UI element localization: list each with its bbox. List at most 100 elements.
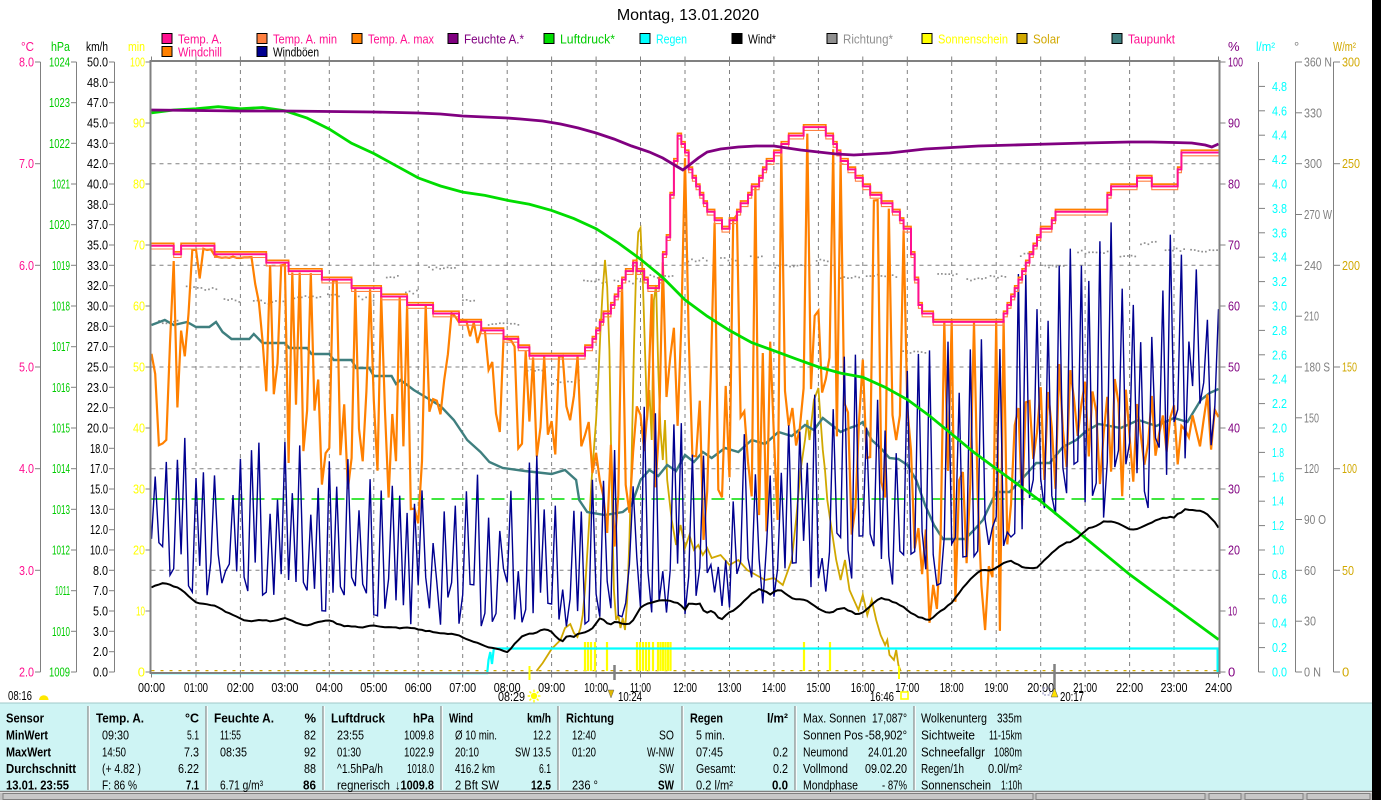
svg-text:Luftdruck: Luftdruck [331, 711, 386, 726]
svg-text:47.0: 47.0 [87, 95, 108, 110]
svg-text:1010: 1010 [52, 624, 70, 639]
svg-text:%: % [304, 711, 316, 726]
svg-text:4.0: 4.0 [1272, 177, 1287, 192]
svg-text:300: 300 [1304, 156, 1322, 171]
svg-text:km/h: km/h [527, 711, 551, 726]
svg-text:100: 100 [1342, 461, 1357, 476]
svg-text:210: 210 [1304, 309, 1319, 324]
svg-text:10: 10 [136, 604, 145, 619]
svg-text:100: 100 [130, 55, 145, 70]
svg-text:120: 120 [1304, 461, 1319, 476]
svg-text:0.0: 0.0 [1272, 665, 1287, 680]
svg-text:50: 50 [1342, 563, 1354, 578]
svg-text:100: 100 [1228, 55, 1243, 70]
svg-text:°C: °C [21, 39, 34, 54]
svg-text:01:00: 01:00 [184, 680, 208, 695]
svg-text:Sonnenschein: Sonnenschein [921, 778, 991, 793]
svg-text:Wolkenunterg: Wolkenunterg [921, 711, 987, 726]
svg-text:150: 150 [1342, 360, 1357, 375]
svg-text:2.6: 2.6 [1272, 347, 1287, 362]
svg-text:3.0: 3.0 [19, 563, 34, 578]
svg-text:2.0: 2.0 [1272, 421, 1287, 436]
svg-text:1009: 1009 [49, 665, 70, 680]
svg-text:01:30: 01:30 [337, 745, 361, 760]
svg-text:19:00: 19:00 [984, 680, 1008, 695]
svg-text:416.2 km: 416.2 km [455, 761, 495, 776]
svg-text:1018: 1018 [52, 299, 70, 314]
svg-text:09.02.20: 09.02.20 [865, 761, 907, 776]
svg-text:06:00: 06:00 [405, 680, 432, 695]
svg-text:13.01. 23:55: 13.01. 23:55 [6, 778, 69, 793]
svg-text:2.0: 2.0 [19, 665, 34, 680]
svg-text:17,087°: 17,087° [872, 711, 907, 726]
svg-text:03:00: 03:00 [271, 680, 298, 695]
svg-text:-58,902°: -58,902° [865, 728, 907, 743]
svg-text:70: 70 [1228, 238, 1240, 253]
svg-text:Regen: Regen [656, 32, 687, 47]
svg-text:1.0: 1.0 [1272, 543, 1284, 558]
svg-text:07:00: 07:00 [449, 680, 476, 695]
svg-text:30: 30 [133, 482, 145, 497]
svg-text:W-NW: W-NW [647, 745, 675, 760]
svg-text:Neumond: Neumond [803, 745, 848, 760]
svg-text:1.8: 1.8 [1272, 445, 1284, 460]
svg-text:90: 90 [1228, 116, 1240, 131]
svg-text:92: 92 [304, 745, 316, 760]
svg-text:SW: SW [658, 778, 675, 793]
svg-text:hPa: hPa [51, 39, 71, 54]
svg-text:^1.5hPa/h: ^1.5hPa/h [337, 761, 383, 776]
svg-text:50: 50 [133, 360, 145, 375]
svg-text:3.4: 3.4 [1272, 250, 1287, 265]
svg-text:22:00: 22:00 [1116, 680, 1143, 695]
svg-text:27.0: 27.0 [87, 339, 108, 354]
svg-text:0.0: 0.0 [772, 778, 788, 793]
svg-text:80: 80 [1228, 177, 1240, 192]
svg-text:0.8: 0.8 [1272, 567, 1287, 582]
svg-text:40: 40 [1228, 421, 1240, 436]
svg-text:Taupunkt: Taupunkt [1128, 32, 1175, 47]
svg-text:00:00: 00:00 [138, 680, 165, 695]
svg-text:16:46: 16:46 [870, 689, 894, 704]
svg-text:Gesamt:: Gesamt: [696, 761, 736, 776]
svg-text:1012: 1012 [52, 543, 70, 558]
svg-text:1013: 1013 [52, 502, 70, 517]
svg-text:0.2 l/m²: 0.2 l/m² [696, 778, 734, 793]
svg-text:1024: 1024 [49, 55, 70, 70]
svg-text:5 min.: 5 min. [696, 728, 725, 743]
svg-text:1023: 1023 [49, 95, 70, 110]
svg-text:07:45: 07:45 [696, 745, 723, 760]
svg-text:MinWert: MinWert [6, 728, 49, 743]
svg-text:17.0: 17.0 [90, 461, 108, 476]
svg-text:0.0l/m²: 0.0l/m² [988, 761, 1023, 776]
svg-text:20.0: 20.0 [87, 421, 108, 436]
svg-text:11:55: 11:55 [220, 728, 241, 743]
svg-text:1022.9: 1022.9 [404, 745, 434, 760]
svg-text:200: 200 [1342, 258, 1360, 273]
svg-text:3.2: 3.2 [1272, 274, 1287, 289]
svg-text:1.6: 1.6 [1272, 469, 1284, 484]
svg-text:km/h: km/h [86, 39, 108, 54]
svg-text:4.6: 4.6 [1272, 103, 1287, 118]
svg-text:08:35: 08:35 [220, 745, 247, 760]
svg-text:42.0: 42.0 [87, 156, 108, 171]
svg-text:24.01.20: 24.01.20 [868, 745, 907, 760]
svg-text:l/m²: l/m² [1256, 39, 1276, 54]
svg-text:Mondphase: Mondphase [803, 778, 858, 793]
svg-text:86: 86 [303, 778, 316, 793]
svg-text:12.5: 12.5 [531, 778, 551, 793]
svg-text:40: 40 [133, 421, 145, 436]
svg-text:0.0: 0.0 [93, 665, 108, 680]
svg-text:1:10h: 1:10h [1001, 778, 1022, 793]
svg-text:5.0: 5.0 [93, 604, 108, 619]
svg-text:14:50: 14:50 [102, 745, 126, 760]
svg-text:°: ° [1294, 39, 1299, 54]
svg-text:23:55: 23:55 [337, 728, 364, 743]
svg-text:4.8: 4.8 [1272, 79, 1287, 94]
svg-text:28.0: 28.0 [87, 319, 108, 334]
svg-text:80: 80 [133, 177, 145, 192]
svg-text:7.3: 7.3 [184, 745, 199, 760]
svg-text:3.6: 3.6 [1272, 225, 1287, 240]
svg-text:0.2: 0.2 [1272, 640, 1287, 655]
svg-text:335m: 335m [997, 711, 1022, 726]
svg-text:Regen: Regen [690, 711, 723, 726]
